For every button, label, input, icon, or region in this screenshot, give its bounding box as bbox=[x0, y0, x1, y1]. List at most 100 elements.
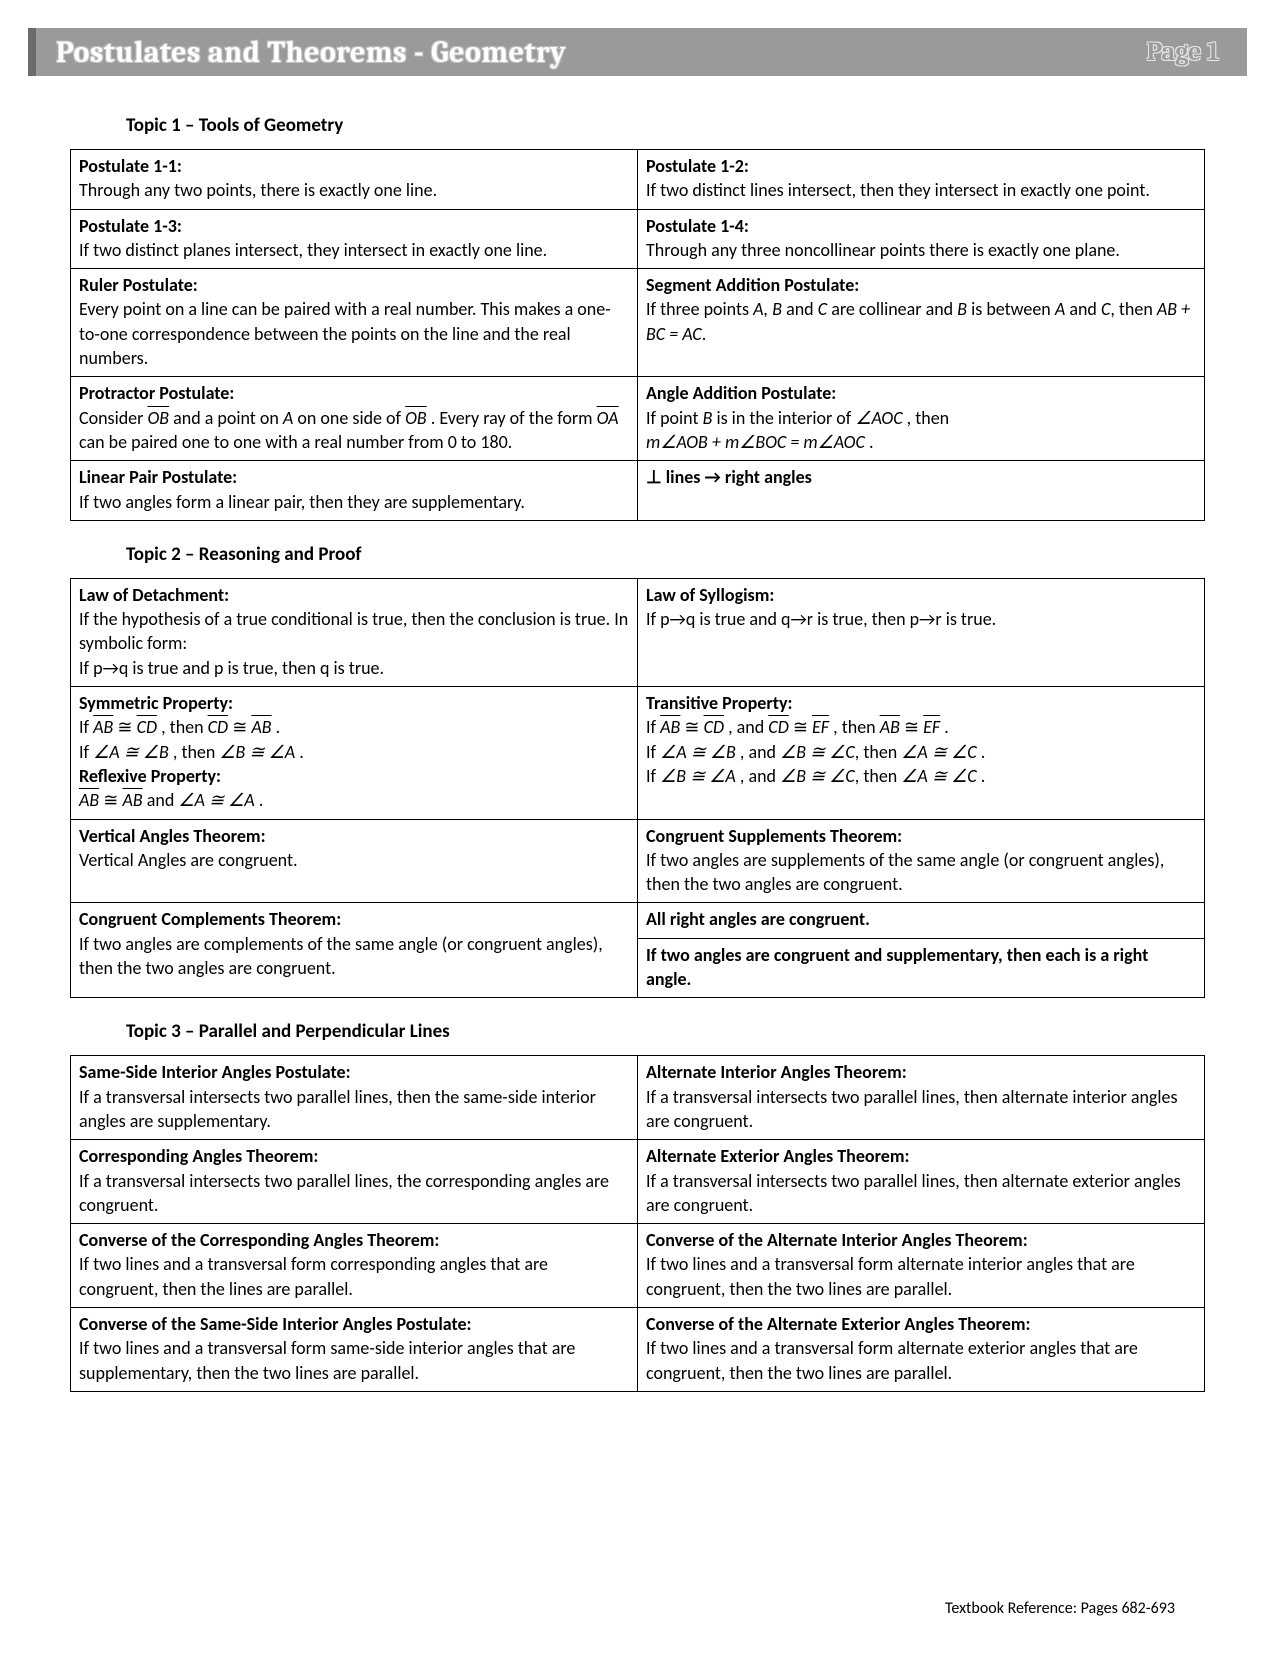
header-bar: Postulates and Theorems - Geometry Page … bbox=[28, 28, 1247, 76]
cell-body: If a transversal intersects two parallel… bbox=[79, 1086, 596, 1132]
table-row: Postulate 1-1:Through any two points, th… bbox=[71, 150, 1205, 210]
table-cell: Linear Pair Postulate: If two angles form… bbox=[71, 461, 638, 521]
postulate-table: Same-Side Interior Angles Postulate: If a… bbox=[70, 1055, 1205, 1392]
table-cell: Same-Side Interior Angles Postulate: If a… bbox=[71, 1056, 638, 1140]
table-cell: Congruent Complements Theorem: If two ang… bbox=[71, 903, 638, 998]
table-row: Converse of the Corresponding Angles The… bbox=[71, 1224, 1205, 1308]
table-cell: Converse of the Alternate Exterior Angle… bbox=[638, 1307, 1205, 1391]
cell-title: Ruler Postulate: bbox=[79, 274, 198, 296]
table-cell: Converse of the Alternate Interior Angle… bbox=[638, 1224, 1205, 1308]
table-cell: ⊥ lines → right angles bbox=[638, 461, 1205, 521]
table-cell: Vertical Angles Theorem:Vertical Angles … bbox=[71, 819, 638, 903]
table-cell: Alternate Interior Angles Theorem: If a t… bbox=[638, 1056, 1205, 1140]
cell-body: Through any three noncollinear points th… bbox=[646, 239, 1120, 261]
page-number: Page 1 bbox=[1147, 37, 1219, 67]
cell-title: Postulate 1-4: bbox=[646, 215, 749, 237]
content: Topic 1 – Tools of Geometry Postulate 1-1… bbox=[0, 76, 1275, 1392]
table-cell: Segment Addition Postulate:If three poin… bbox=[638, 269, 1205, 377]
cell-title: Converse of the Alternate Interior Angle… bbox=[646, 1229, 1028, 1251]
cell-title: Converse of the Alternate Exterior Angle… bbox=[646, 1313, 1030, 1335]
table-row: Protractor Postulate: Consider OB and a p… bbox=[71, 377, 1205, 461]
cell-title: All right angles are congruent. bbox=[646, 908, 870, 930]
table-row: Converse of the Same-Side Interior Angle… bbox=[71, 1307, 1205, 1391]
table-cell: Postulate 1-4:Through any three noncolli… bbox=[638, 209, 1205, 269]
table-cell: Converse of the Corresponding Angles The… bbox=[71, 1224, 638, 1308]
cell-title: Postulate 1-3: bbox=[79, 215, 182, 237]
cell-body: Every point on a line can be paired with… bbox=[79, 298, 611, 369]
cell-title: Transitive Property: bbox=[646, 692, 792, 714]
cell-body: Through any two points, there is exactly… bbox=[79, 179, 437, 201]
postulate-table: Law of Detachment:If the hypothesis of a… bbox=[70, 578, 1205, 998]
footer-reference: Textbook Reference: Pages 682-693 bbox=[945, 1599, 1175, 1618]
cell-body: If two distinct planes intersect, they i… bbox=[79, 239, 547, 261]
topic-heading: Topic 3 – Parallel and Perpendicular Lin… bbox=[126, 1020, 1205, 1043]
cell-title: Alternate Interior Angles Theorem: bbox=[646, 1061, 907, 1083]
cell-title: Law of Detachment: bbox=[79, 584, 229, 606]
table-cell: Congruent Supplements Theorem:If two ang… bbox=[638, 819, 1205, 903]
cell-body: If AB ≅ CD , then CD ≅ AB .If ∠A ≅ ∠B , … bbox=[79, 716, 304, 811]
cell-body: If two angles are supplements of the sam… bbox=[646, 849, 1164, 895]
cell-body: If a transversal intersects two parallel… bbox=[646, 1086, 1178, 1132]
table-cell: Protractor Postulate: Consider OB and a p… bbox=[71, 377, 638, 461]
cell-body: If point B is in the interior of ∠AOC , … bbox=[646, 407, 949, 453]
cell-body: If two lines and a transversal form alte… bbox=[646, 1253, 1135, 1299]
cell-title: Protractor Postulate: bbox=[79, 382, 234, 404]
table-cell: Postulate 1-2:If two distinct lines inte… bbox=[638, 150, 1205, 210]
table-cell: Angle Addition Postulate: If point B is i… bbox=[638, 377, 1205, 461]
cell-body: If two lines and a transversal form alte… bbox=[646, 1337, 1138, 1383]
table-cell: All right angles are congruent. bbox=[638, 903, 1205, 938]
table-row: Corresponding Angles Theorem: If a transv… bbox=[71, 1140, 1205, 1224]
table-cell: Converse of the Same-Side Interior Angle… bbox=[71, 1307, 638, 1391]
topic-heading: Topic 1 – Tools of Geometry bbox=[126, 114, 1205, 137]
topic-heading: Topic 2 – Reasoning and Proof bbox=[126, 543, 1205, 566]
cell-title: Linear Pair Postulate: bbox=[79, 466, 237, 488]
cell-title: Law of Syllogism: bbox=[646, 584, 774, 606]
cell-body: If a transversal intersects two parallel… bbox=[646, 1170, 1181, 1216]
table-cell: Symmetric Property:If AB ≅ CD , then CD … bbox=[71, 687, 638, 819]
cell-body: Consider OB and a point on A on one side… bbox=[79, 407, 619, 453]
table-row: Same-Side Interior Angles Postulate: If a… bbox=[71, 1056, 1205, 1140]
cell-body: If AB ≅ CD , and CD ≅ EF , then AB ≅ EF … bbox=[646, 716, 985, 787]
cell-body: If two distinct lines intersect, then th… bbox=[646, 179, 1150, 201]
cell-body: If two angles are complements of the sam… bbox=[79, 933, 603, 979]
table-cell: Law of Syllogism:If p→q is true and q→r … bbox=[638, 578, 1205, 686]
cell-title: Symmetric Property: bbox=[79, 692, 233, 714]
page-title: Postulates and Theorems - Geometry bbox=[56, 35, 566, 70]
cell-body: If a transversal intersects two parallel… bbox=[79, 1170, 609, 1216]
table-row: Vertical Angles Theorem:Vertical Angles … bbox=[71, 819, 1205, 903]
table-row: Law of Detachment:If the hypothesis of a… bbox=[71, 578, 1205, 686]
cell-title: Congruent Complements Theorem: bbox=[79, 908, 341, 930]
cell-title: Converse of the Corresponding Angles The… bbox=[79, 1229, 439, 1251]
cell-title: ⊥ lines → right angles bbox=[646, 466, 812, 488]
table-cell: Postulate 1-1:Through any two points, th… bbox=[71, 150, 638, 210]
cell-title: Same-Side Interior Angles Postulate: bbox=[79, 1061, 351, 1083]
table-row: Linear Pair Postulate: If two angles form… bbox=[71, 461, 1205, 521]
table-cell: Postulate 1-3:If two distinct planes int… bbox=[71, 209, 638, 269]
cell-body: If p→q is true and q→r is true, then p→r… bbox=[646, 608, 996, 630]
cell-body: Vertical Angles are congruent. bbox=[79, 849, 298, 871]
table-cell: Ruler Postulate:Every point on a line ca… bbox=[71, 269, 638, 377]
postulate-table: Postulate 1-1:Through any two points, th… bbox=[70, 149, 1205, 521]
cell-title: Segment Addition Postulate: bbox=[646, 274, 859, 296]
cell-body: If two angles form a linear pair, then t… bbox=[79, 491, 525, 513]
cell-body: If the hypothesis of a true conditional … bbox=[79, 608, 628, 679]
cell-title: Postulate 1-1: bbox=[79, 155, 182, 177]
cell-body: If two lines and a transversal form same… bbox=[79, 1337, 575, 1383]
cell-title: If two angles are congruent and suppleme… bbox=[646, 944, 1148, 990]
table-row: Postulate 1-3:If two distinct planes int… bbox=[71, 209, 1205, 269]
table-row: Symmetric Property:If AB ≅ CD , then CD … bbox=[71, 687, 1205, 819]
cell-title: Angle Addition Postulate: bbox=[646, 382, 836, 404]
table-cell: Transitive Property:If AB ≅ CD , and CD … bbox=[638, 687, 1205, 819]
cell-title: Postulate 1-2: bbox=[646, 155, 749, 177]
cell-title: Vertical Angles Theorem: bbox=[79, 825, 266, 847]
cell-title: Congruent Supplements Theorem: bbox=[646, 825, 902, 847]
cell-body: If two lines and a transversal form corr… bbox=[79, 1253, 548, 1299]
cell-body: If three points A, B and C are collinear… bbox=[646, 298, 1190, 344]
table-cell: If two angles are congruent and suppleme… bbox=[638, 938, 1205, 998]
table-row: Congruent Complements Theorem:If two ang… bbox=[71, 903, 1205, 938]
cell-title: Converse of the Same-Side Interior Angle… bbox=[79, 1313, 472, 1335]
table-row: Ruler Postulate:Every point on a line ca… bbox=[71, 269, 1205, 377]
cell-title: Alternate Exterior Angles Theorem: bbox=[646, 1145, 909, 1167]
cell-title: Corresponding Angles Theorem: bbox=[79, 1145, 318, 1167]
table-cell: Alternate Exterior Angles Theorem: If a t… bbox=[638, 1140, 1205, 1224]
